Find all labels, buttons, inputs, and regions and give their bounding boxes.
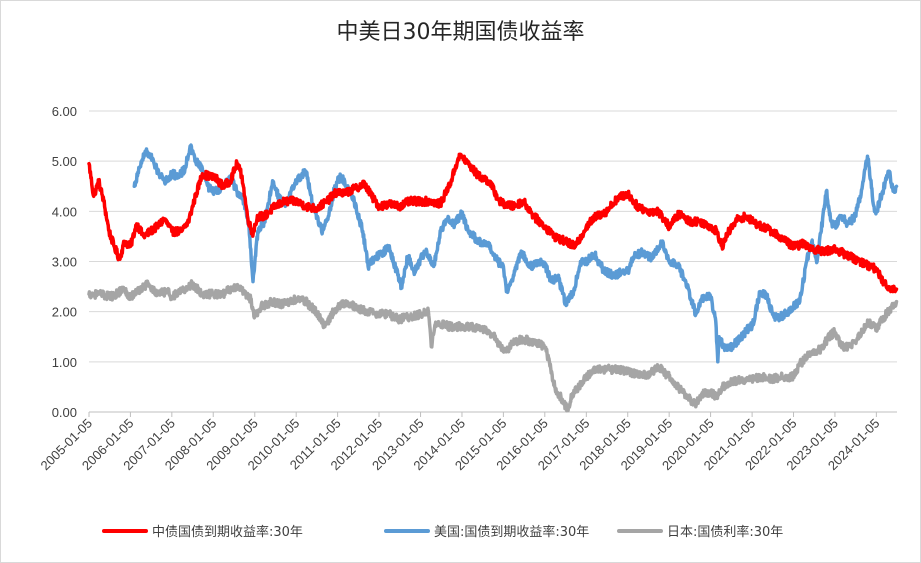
series-line xyxy=(87,152,899,294)
series-line xyxy=(87,279,899,413)
y-tick-label: 2.00 xyxy=(52,305,77,320)
y-tick-label: 0.00 xyxy=(52,405,77,420)
legend-label: 日本:国债利率:30年 xyxy=(667,524,783,540)
y-tick-label: 1.00 xyxy=(52,355,77,370)
series-lines xyxy=(87,143,899,413)
y-tick-label: 5.00 xyxy=(52,154,77,169)
legend: 中债国债到期收益率:30年 美国:国债到期收益率:30年 日本:国债利率:30年 xyxy=(102,524,783,540)
x-axis: 2005-01-052006-01-052007-01-052008-01-05… xyxy=(37,411,897,473)
legend-label: 美国:国债到期收益率:30年 xyxy=(434,524,589,540)
series-line xyxy=(132,143,899,364)
legend-label: 中债国债到期收益率:30年 xyxy=(152,524,303,540)
chart-title: 中美日30年期国债收益率 xyxy=(336,20,585,45)
y-tick-label: 3.00 xyxy=(52,255,77,270)
y-tick-label: 4.00 xyxy=(52,204,77,219)
gridlines xyxy=(89,110,897,413)
y-axis-ticks: 0.00 1.00 2.00 3.00 4.00 5.00 6.00 xyxy=(52,104,77,420)
y-tick-label: 6.00 xyxy=(52,104,77,119)
